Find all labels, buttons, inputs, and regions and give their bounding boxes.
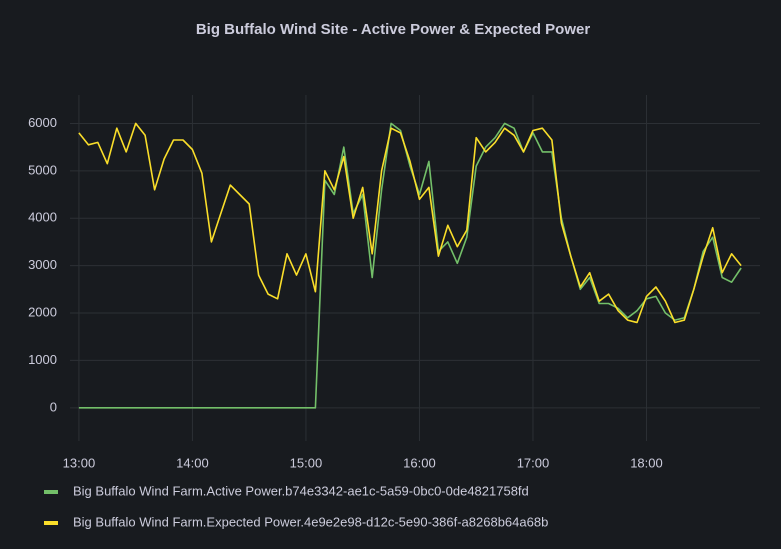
- legend-label: Big Buffalo Wind Farm.Active Power.b74e3…: [73, 483, 529, 498]
- x-tick-label: 16:00: [403, 455, 436, 470]
- x-tick-label: 17:00: [517, 455, 550, 470]
- chart-title: Big Buffalo Wind Site - Active Power & E…: [196, 21, 591, 38]
- series-line: [78, 122, 742, 409]
- legend-swatch: [44, 490, 58, 494]
- y-tick-label: 4000: [28, 210, 57, 225]
- y-tick-label: 0: [50, 399, 57, 414]
- legend-label: Big Buffalo Wind Farm.Expected Power.4e9…: [73, 514, 548, 529]
- x-tick-label: 18:00: [630, 455, 663, 470]
- y-tick-label: 6000: [28, 115, 57, 130]
- y-tick-label: 3000: [28, 257, 57, 272]
- series-line: [78, 122, 742, 324]
- y-tick-label: 2000: [28, 304, 57, 319]
- x-tick-label: 14:00: [176, 455, 209, 470]
- x-tick-label: 13:00: [63, 455, 96, 470]
- y-tick-label: 5000: [28, 162, 57, 177]
- y-tick-label: 1000: [28, 352, 57, 367]
- x-tick-label: 15:00: [290, 455, 323, 470]
- legend-swatch: [44, 521, 58, 525]
